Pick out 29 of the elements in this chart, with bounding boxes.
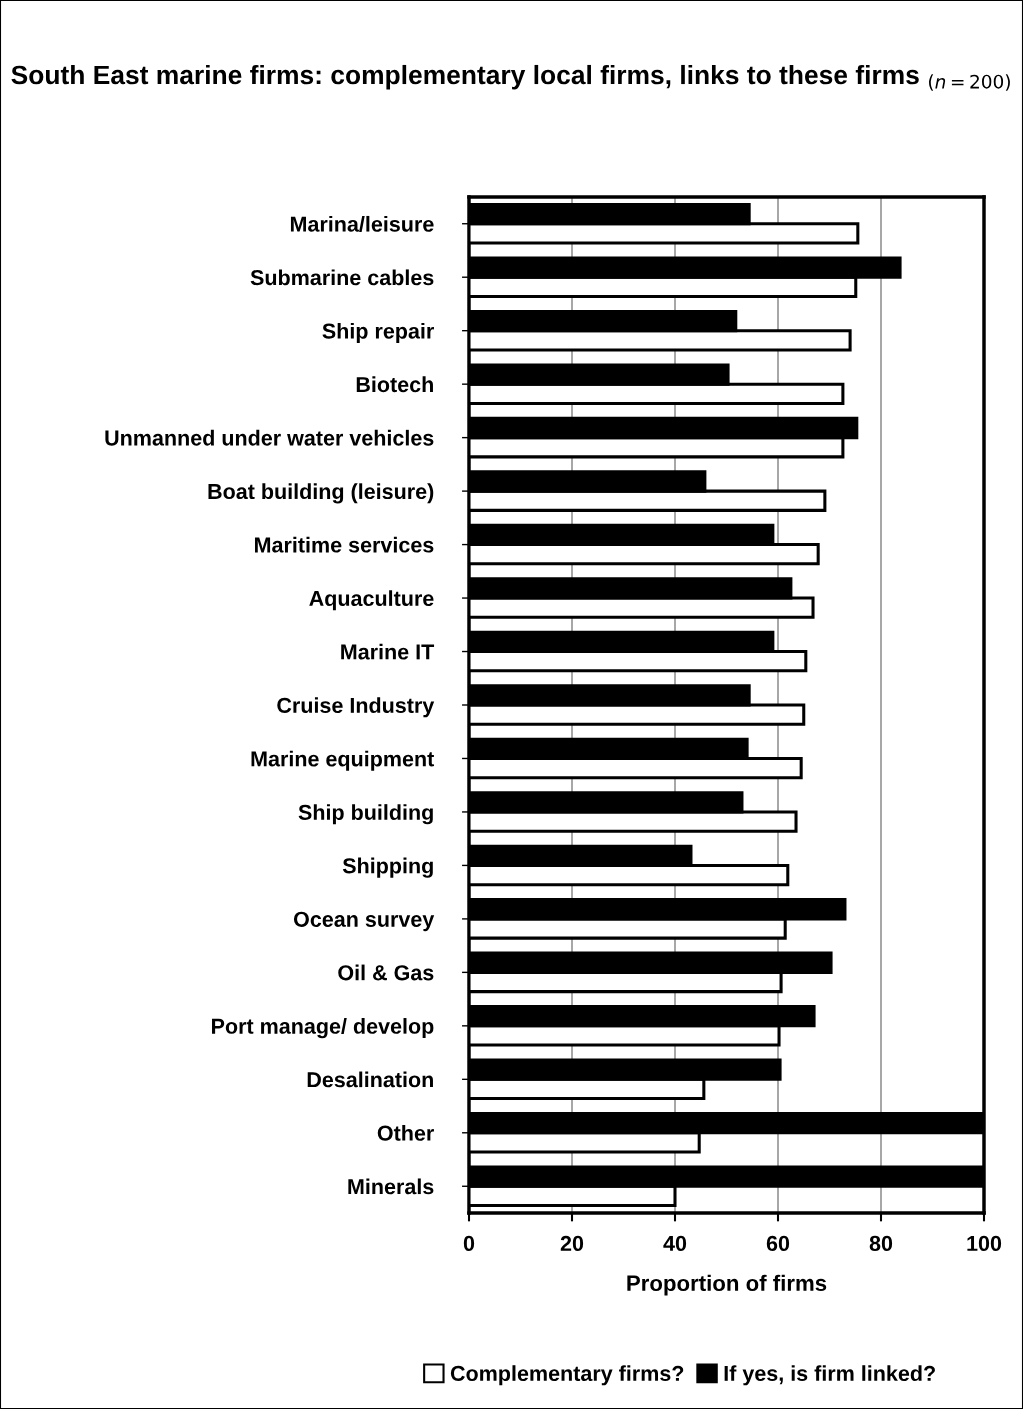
x-tick-label: 60 [766,1235,790,1252]
x-tick-label: 40 [663,1235,687,1252]
x-tick-label: 100 [967,1235,1002,1252]
legend-label: If yes, is firm linked? [724,1365,935,1386]
y-tick-label: Minerals [348,1178,434,1195]
y-tick-label: Unmanned under water vehicles [105,429,434,446]
x-axis-title: Proportion of firms [627,1274,827,1296]
y-tick-label: Cruise Industry [277,697,435,718]
y-tick-label: Ocean survey [293,911,435,932]
y-tick-label: Desalination [307,1071,433,1088]
y-tick-label: Marine equipment [251,750,435,771]
x-tick-label: 80 [869,1235,893,1252]
y-tick-label: Ship repair [322,322,434,343]
x-tick-label: 0 [463,1235,475,1252]
y-tick-label: Ship building [298,804,433,825]
y-tick-label: Oil & Gas [338,964,434,981]
y-tick-label: Port manage/ develop [212,1018,434,1039]
chart-title: South East marine firms: complementary local firms, links to these firms $_{(n=200)}$ [11,64,1010,91]
y-tick-label: Biotech [356,376,433,393]
y-tick-label: Other [377,1124,434,1141]
y-tick-label: Submarine cables [250,269,434,286]
y-tick-label: Aquaculture [309,590,434,611]
legend-label: Complementary firms? [450,1365,684,1386]
y-tick-label: Marine IT [341,643,435,660]
y-tick-label: Shipping [342,857,433,878]
y-tick-label: Marina/leisure [290,215,434,232]
y-tick-label: Boat building (leisure) [208,483,434,504]
x-tick-label: 20 [560,1235,584,1252]
y-tick-label: Maritime services [255,536,434,553]
